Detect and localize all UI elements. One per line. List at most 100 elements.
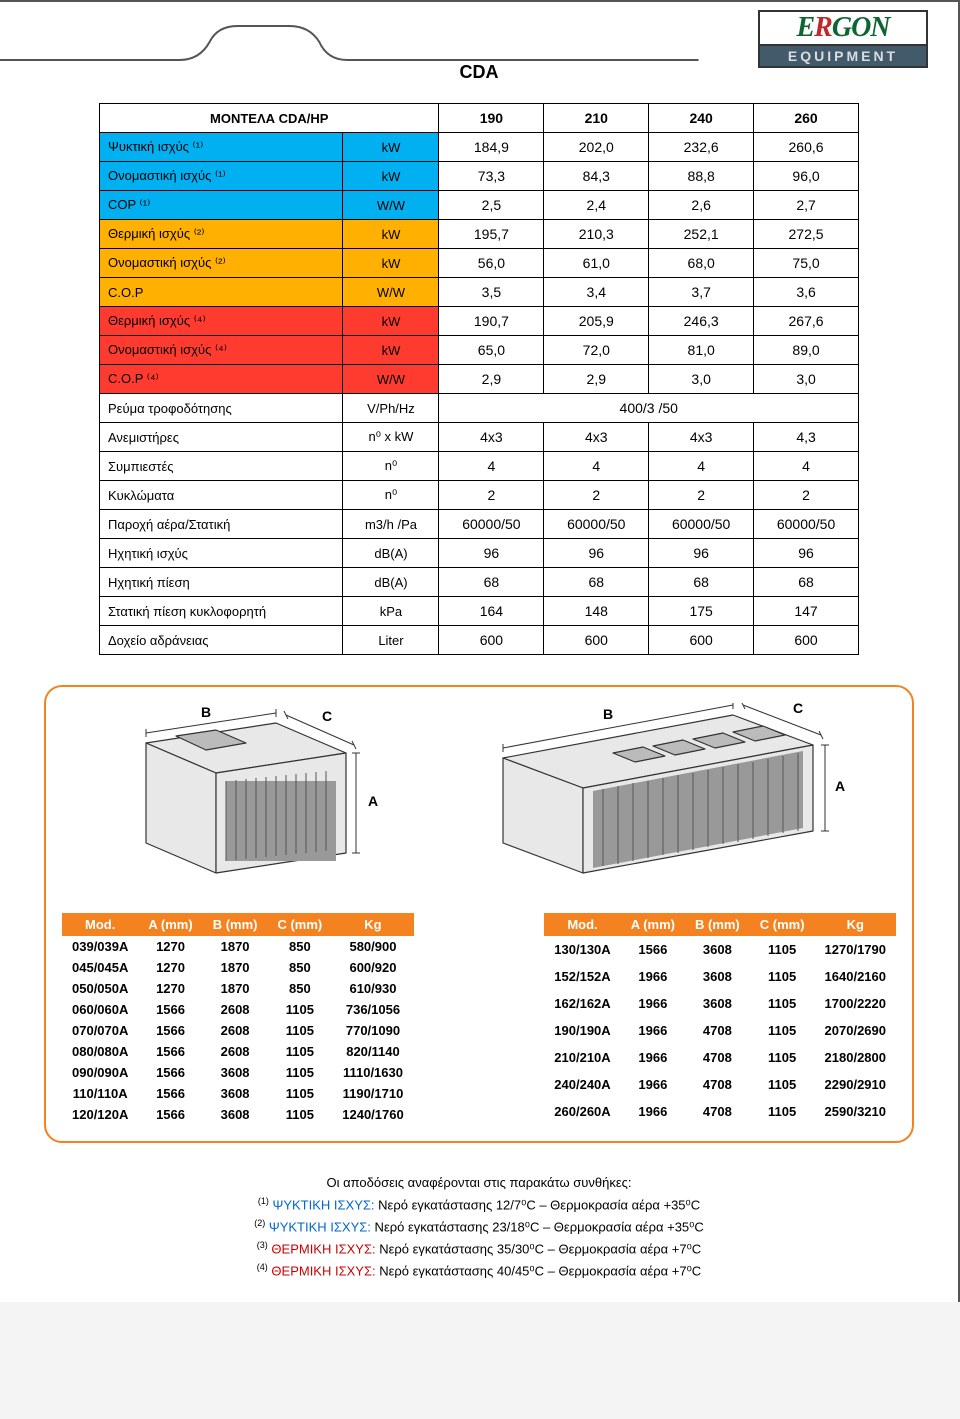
spec-row-value: 2,7 xyxy=(754,191,859,220)
dim-row: 240/240A1966470811052290/2910 xyxy=(544,1071,896,1098)
dim-row: 162/162A1966360811051700/2220 xyxy=(544,990,896,1017)
dim-cell: 4708 xyxy=(685,1098,750,1125)
brand-logo: ERGON EQUIPMENT xyxy=(758,10,928,68)
dim-cell: 820/1140 xyxy=(332,1041,413,1062)
dim-cell: 3608 xyxy=(203,1062,268,1083)
spec-row-unit: kPa xyxy=(343,597,439,626)
dim-cell: 1105 xyxy=(267,1041,332,1062)
dim-cell: 1105 xyxy=(267,999,332,1020)
dim-cell: 190/190A xyxy=(544,1017,620,1044)
spec-row-value: 68 xyxy=(649,568,754,597)
dim-cell: 1640/2160 xyxy=(815,963,896,990)
dim-cell: 1870 xyxy=(203,978,268,999)
dim-label-a: A xyxy=(368,793,378,809)
spec-row-unit: V/Ph/Hz xyxy=(343,394,439,423)
dim-row: 190/190A1966470811052070/2690 xyxy=(544,1017,896,1044)
dim-cell: 1105 xyxy=(267,1020,332,1041)
dim-header-cell: Kg xyxy=(332,913,413,936)
dim-header-cell: A (mm) xyxy=(621,913,685,936)
dim-cell: 1270 xyxy=(138,936,202,957)
spec-row-value: 3,5 xyxy=(439,278,544,307)
spec-row-value: 600 xyxy=(754,626,859,655)
spec-row-value: 4 xyxy=(754,452,859,481)
spec-row-value: 4x3 xyxy=(439,423,544,452)
spec-row-unit: kW xyxy=(343,307,439,336)
dim-cell: 610/930 xyxy=(332,978,413,999)
spec-row-value: 3,7 xyxy=(649,278,754,307)
spec-row-value: 148 xyxy=(544,597,649,626)
spec-row-value: 147 xyxy=(754,597,859,626)
spec-row-value-span: 400/3 /50 xyxy=(439,394,859,423)
spec-row-value: 88,8 xyxy=(649,162,754,191)
spec-row-label: Θερμική ισχύς ⁽⁴⁾ xyxy=(100,307,343,336)
spec-row-value: 2,9 xyxy=(544,365,649,394)
dim-cell: 1105 xyxy=(267,1083,332,1104)
dim-cell: 3608 xyxy=(203,1083,268,1104)
spec-row-value: 96,0 xyxy=(754,162,859,191)
spec-row-value: 2 xyxy=(649,481,754,510)
dim-header-cell: C (mm) xyxy=(267,913,332,936)
dim-row: 039/039A12701870850580/900 xyxy=(62,936,414,957)
dim-cell: 2070/2690 xyxy=(815,1017,896,1044)
spec-row-value: 60000/50 xyxy=(649,510,754,539)
spec-row: Ηχητική πίεσηdB(A)68686868 xyxy=(100,568,859,597)
spec-row-value: 84,3 xyxy=(544,162,649,191)
logo-e: E xyxy=(796,12,814,43)
footnotes: Οι αποδόσεις αναφέρονται στις παρακάτω σ… xyxy=(30,1173,928,1282)
dim-cell: 2290/2910 xyxy=(815,1071,896,1098)
spec-row-value: 260,6 xyxy=(754,133,859,162)
footnote-line: (3) ΘΕΡΜΙΚΗ ΙΣΧΥΣ: Νερό εγκατάστασης 35/… xyxy=(30,1238,928,1260)
spec-row-value: 68 xyxy=(754,568,859,597)
spec-row-value: 195,7 xyxy=(439,220,544,249)
dim-header-cell: B (mm) xyxy=(203,913,268,936)
spec-row-value: 202,0 xyxy=(544,133,649,162)
spec-row-unit: Liter xyxy=(343,626,439,655)
dim-cell: 1190/1710 xyxy=(332,1083,413,1104)
spec-row-label: Δοχείο αδράνειας xyxy=(100,626,343,655)
dim-cell: 1105 xyxy=(750,1017,815,1044)
spec-row-value: 72,0 xyxy=(544,336,649,365)
spec-row-unit: W/W xyxy=(343,365,439,394)
dim-cell: 1105 xyxy=(750,1044,815,1071)
dim-cell: 045/045A xyxy=(62,957,138,978)
dim-cell: 3608 xyxy=(685,963,750,990)
spec-row-value: 164 xyxy=(439,597,544,626)
spec-row-value: 68 xyxy=(439,568,544,597)
dim-cell: 1566 xyxy=(138,999,202,1020)
spec-row-label: Ανεμιστήρες xyxy=(100,423,343,452)
spec-row-value: 4x3 xyxy=(649,423,754,452)
spec-row: Ρεύμα τροφοδότησηςV/Ph/Hz400/3 /50 xyxy=(100,394,859,423)
dim-cell: 1105 xyxy=(267,1104,332,1125)
spec-row: Θερμική ισχύς ⁽²⁾kW195,7210,3252,1272,5 xyxy=(100,220,859,249)
dim-row: 060/060A156626081105736/1056 xyxy=(62,999,414,1020)
spec-row-label: Θερμική ισχύς ⁽²⁾ xyxy=(100,220,343,249)
spec-row-label: C.O.P xyxy=(100,278,343,307)
spec-row-value: 73,3 xyxy=(439,162,544,191)
logo-rest: GON xyxy=(832,12,890,43)
footnote-line: (1) ΨΥΚΤΙΚΗ ΙΣΧΥΣ: Νερό εγκατάστασης 12/… xyxy=(30,1194,928,1216)
spec-row-value: 210,3 xyxy=(544,220,649,249)
spec-row-unit: n⁰ xyxy=(343,452,439,481)
dim-cell: 3608 xyxy=(203,1104,268,1125)
spec-row-value: 252,1 xyxy=(649,220,754,249)
dim-cell: 1270/1790 xyxy=(815,936,896,963)
dim-cell: 1966 xyxy=(621,990,685,1017)
dim-cell: 580/900 xyxy=(332,936,413,957)
spec-row: Ανεμιστήρεςn⁰ x kW4x34x34x34,3 xyxy=(100,423,859,452)
dim-row: 110/110A1566360811051190/1710 xyxy=(62,1083,414,1104)
dim-header-cell: B (mm) xyxy=(685,913,750,936)
spec-row-label: Συμπιεστές xyxy=(100,452,343,481)
spec-row-label: Ψυκτική ισχύς ⁽¹⁾ xyxy=(100,133,343,162)
spec-row-unit: kW xyxy=(343,220,439,249)
footnote-line: (2) ΨΥΚΤΙΚΗ ΙΣΧΥΣ: Νερό εγκατάστασης 23/… xyxy=(30,1216,928,1238)
spec-row-value: 4 xyxy=(439,452,544,481)
dim-cell: 050/050A xyxy=(62,978,138,999)
dim-cell: 090/090A xyxy=(62,1062,138,1083)
dim-cell: 1870 xyxy=(203,957,268,978)
dim-cell: 1700/2220 xyxy=(815,990,896,1017)
dim-cell: 152/152A xyxy=(544,963,620,990)
spec-row-value: 2,4 xyxy=(544,191,649,220)
dim-row: 080/080A156626081105820/1140 xyxy=(62,1041,414,1062)
dim-cell: 1870 xyxy=(203,936,268,957)
spec-row-value: 3,6 xyxy=(754,278,859,307)
